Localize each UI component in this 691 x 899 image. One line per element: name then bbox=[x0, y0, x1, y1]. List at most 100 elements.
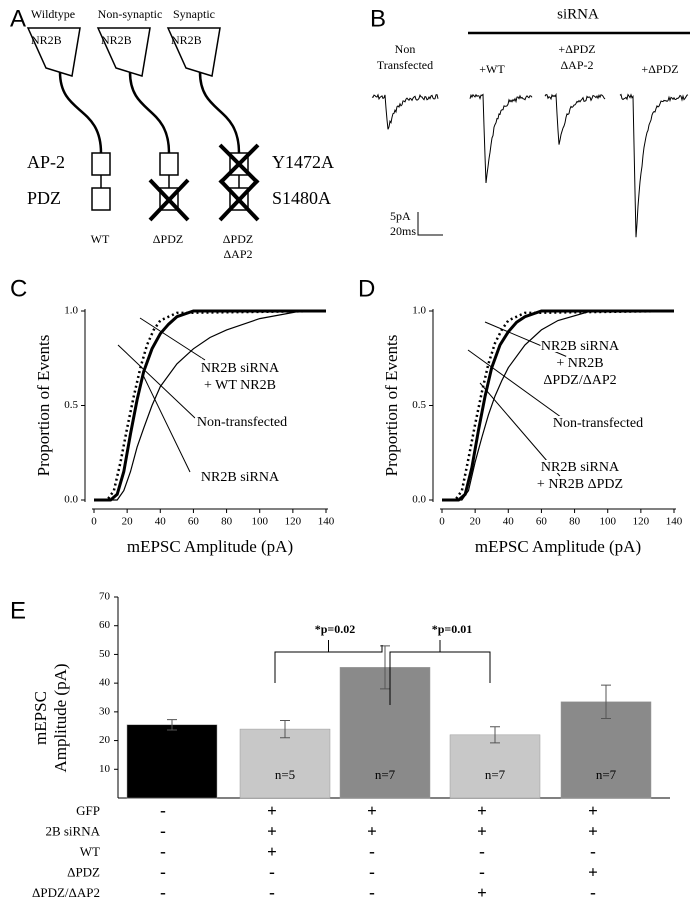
panel-letter: C bbox=[10, 275, 27, 302]
ap2-box bbox=[91, 152, 111, 176]
cell: + bbox=[367, 801, 377, 820]
x-tick-label: 20 bbox=[122, 516, 134, 528]
bracket bbox=[274, 640, 383, 683]
annotation: ΔPDZ/ΔAP2 bbox=[543, 373, 616, 388]
nr2b-shape bbox=[166, 27, 221, 77]
row-label: GFP bbox=[76, 803, 100, 818]
trace bbox=[469, 93, 533, 184]
x-tick-label: 100 bbox=[599, 516, 616, 528]
x-tick-label: 0 bbox=[91, 516, 97, 528]
cross bbox=[148, 178, 190, 222]
annotation: + WT NR2B bbox=[204, 378, 276, 393]
x-tick-label: 120 bbox=[285, 516, 302, 528]
annotation: NR2B siRNA bbox=[541, 460, 620, 475]
p-value: *p=0.02 bbox=[315, 622, 356, 636]
p-value: *p=0.01 bbox=[432, 622, 473, 636]
cell: - bbox=[160, 842, 166, 861]
column-label: Wildtype bbox=[31, 7, 75, 21]
annotation: NR2B siRNA bbox=[201, 470, 280, 485]
cell: + bbox=[477, 883, 487, 899]
trace-label: +ΔPDZ bbox=[641, 62, 678, 76]
x-axis-label: mEPSC Amplitude (pA) bbox=[127, 537, 293, 556]
trace bbox=[371, 93, 439, 130]
group-label: siRNA bbox=[557, 6, 599, 22]
trace-label: ΔAP-2 bbox=[560, 58, 593, 72]
bar bbox=[449, 734, 541, 799]
cell: - bbox=[590, 842, 596, 861]
column-label: Non-synaptic bbox=[98, 7, 163, 21]
cdf-line bbox=[442, 310, 674, 501]
tail bbox=[58, 71, 103, 154]
trace-label: +WT bbox=[479, 62, 505, 76]
cell: + bbox=[588, 801, 598, 820]
protein-label: NR2B bbox=[101, 33, 132, 47]
mutation-label: S1480A bbox=[272, 188, 331, 208]
scale-bar bbox=[417, 212, 443, 236]
cell: + bbox=[267, 801, 277, 820]
trace bbox=[619, 93, 689, 238]
error-bar bbox=[280, 719, 290, 739]
y-tick-label: 40 bbox=[99, 677, 111, 689]
cdf-line bbox=[94, 310, 326, 501]
y-axis-label: Amplitude (pA) bbox=[51, 663, 70, 772]
construct-label: ΔPDZ bbox=[223, 232, 253, 246]
annotation: Non-transfected bbox=[553, 416, 643, 431]
y-tick-label: 70 bbox=[99, 591, 111, 603]
annotation: + NR2B bbox=[556, 356, 603, 371]
x-tick-label: 60 bbox=[188, 516, 200, 528]
ap2-box bbox=[159, 152, 179, 176]
tail bbox=[198, 71, 241, 154]
error-bar bbox=[490, 726, 500, 744]
cell: - bbox=[160, 883, 166, 899]
y-axis-label: mEPSC bbox=[31, 691, 50, 745]
y-tick-label: 0.5 bbox=[412, 399, 426, 411]
y-tick-label: 60 bbox=[99, 619, 111, 631]
cell: - bbox=[479, 842, 485, 861]
y-tick-label: 10 bbox=[99, 763, 111, 775]
x-tick-label: 60 bbox=[536, 516, 548, 528]
mutation-label: Y1472A bbox=[272, 152, 334, 172]
trace-label: +ΔPDZ bbox=[558, 42, 595, 56]
y-tick-label: 0.0 bbox=[412, 494, 426, 506]
y-tick-label: 20 bbox=[99, 734, 111, 746]
cell: + bbox=[367, 821, 377, 840]
cell: + bbox=[588, 862, 598, 881]
trace-label: Transfected bbox=[377, 58, 433, 72]
cell: + bbox=[477, 821, 487, 840]
cell: - bbox=[369, 883, 375, 899]
protein-label: NR2B bbox=[31, 33, 62, 47]
cell: + bbox=[267, 842, 277, 861]
bracket bbox=[389, 640, 491, 705]
cdf-line bbox=[94, 309, 326, 502]
cell: + bbox=[588, 821, 598, 840]
y-tick-label: 0.0 bbox=[64, 494, 78, 506]
row-label: 2B siRNA bbox=[45, 823, 100, 838]
panel-a-diagram bbox=[26, 27, 260, 222]
error-bar bbox=[167, 719, 177, 731]
cell: - bbox=[269, 883, 275, 899]
bar-label: n=5 bbox=[275, 767, 295, 782]
annotation: Non-transfected bbox=[197, 415, 287, 430]
x-tick-label: 40 bbox=[155, 516, 167, 528]
panel-letter: E bbox=[10, 597, 26, 624]
cross bbox=[218, 143, 260, 185]
domain-label: PDZ bbox=[27, 188, 61, 208]
cell: - bbox=[269, 862, 275, 881]
cell: - bbox=[369, 862, 375, 881]
bar bbox=[239, 728, 331, 799]
cell: - bbox=[479, 862, 485, 881]
cross bbox=[218, 178, 260, 222]
construct-label: ΔPDZ bbox=[153, 232, 183, 246]
panel-letter: A bbox=[10, 5, 26, 32]
bar-label: n=7 bbox=[162, 767, 183, 782]
construct-label: WT bbox=[91, 232, 110, 246]
leader-line bbox=[139, 317, 206, 361]
cell: + bbox=[267, 821, 277, 840]
x-tick-label: 20 bbox=[470, 516, 482, 528]
pdz-box bbox=[91, 187, 111, 211]
column-label: Synaptic bbox=[173, 7, 215, 21]
trace bbox=[544, 92, 606, 145]
y-axis-label: Proportion of Events bbox=[34, 335, 53, 477]
x-tick-label: 80 bbox=[221, 516, 233, 528]
